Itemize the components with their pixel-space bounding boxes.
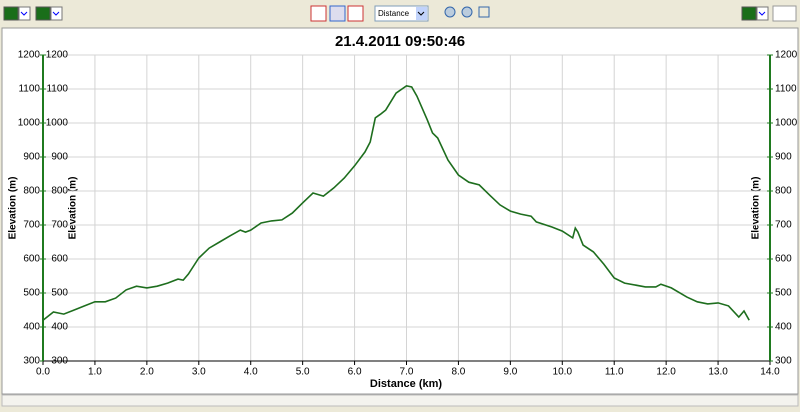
y-tick-label: 500 <box>23 288 40 299</box>
y-tick-label: 900 <box>51 152 68 163</box>
x-tick-label: 4.0 <box>244 367 258 378</box>
y-tick-label: 600 <box>775 254 792 265</box>
y-tick-label: 1100 <box>775 84 797 95</box>
y-tick-label: 1200 <box>775 50 798 61</box>
x-tick-label: 10.0 <box>553 367 573 378</box>
x-tick-label: 6.0 <box>348 367 362 378</box>
y-tick-label: 700 <box>23 220 40 231</box>
axis-dropdown[interactable]: Distance <box>374 5 429 22</box>
chart-title: 21.4.2011 09:50:46 <box>335 33 465 50</box>
x-tick-label: 14.0 <box>760 367 780 378</box>
y-tick-label: 500 <box>775 288 792 299</box>
y-tick-label: 900 <box>23 152 40 163</box>
scale-button[interactable] <box>329 5 346 22</box>
x-tick-label: 8.0 <box>451 367 465 378</box>
x-tick-label: 2.0 <box>140 367 154 378</box>
y-tick-label: 400 <box>23 322 40 333</box>
y-tick-label: 1100 <box>18 84 40 95</box>
y-tick-label: 900 <box>775 152 792 163</box>
x-tick-label: 11.0 <box>605 367 624 378</box>
x-tick-label: 5.0 <box>296 367 310 378</box>
y-tick-label: 1100 <box>46 84 68 95</box>
y-tick-label: 500 <box>51 288 68 299</box>
color-button[interactable] <box>741 6 769 21</box>
y-axis-title: Elevation (m) <box>8 177 19 240</box>
color-button[interactable] <box>772 5 797 22</box>
y-tick-label: 800 <box>23 186 40 197</box>
color-button[interactable] <box>35 6 63 21</box>
y-tick-label: 600 <box>51 254 68 265</box>
x-tick-label: 12.0 <box>656 367 676 378</box>
y-tick-label: 1000 <box>775 118 798 129</box>
y-axis-title: Elevation (m) <box>751 177 762 240</box>
y-tick-label: 800 <box>775 186 792 197</box>
y-tick-label: 1000 <box>18 118 41 129</box>
grid-button[interactable] <box>310 5 327 22</box>
chart-panel <box>1 27 799 395</box>
y-tick-label: 300 <box>23 356 40 367</box>
elevation-line <box>42 85 750 321</box>
x-tick-label: 3.0 <box>192 367 206 378</box>
x-axis-title: Distance (km) <box>370 378 442 390</box>
y-tick-label: 1200 <box>18 50 41 61</box>
y-tick-label: 1200 <box>46 50 69 61</box>
y-tick-label: 700 <box>775 220 792 231</box>
y-tick-label: 800 <box>51 186 68 197</box>
y-axis-title: Elevation (m) <box>68 177 79 240</box>
color-button[interactable] <box>3 6 31 21</box>
dropdown-text: Distance <box>378 9 410 18</box>
y-tick-label: 600 <box>23 254 40 265</box>
zoom-fit-button[interactable] <box>478 6 490 18</box>
y-tick-label: 400 <box>775 322 792 333</box>
y-tick-label: 700 <box>51 220 68 231</box>
y-tick-label: 1000 <box>46 118 69 129</box>
zoom-out-button[interactable] <box>461 6 473 18</box>
smooth-button[interactable] <box>347 5 364 22</box>
x-tick-label: 0.0 <box>36 367 50 378</box>
x-tick-label: 1.0 <box>88 367 102 378</box>
y-tick-label: 400 <box>51 322 68 333</box>
scrollbar[interactable] <box>1 394 799 407</box>
x-tick-label: 13.0 <box>708 367 728 378</box>
x-tick-label: 9.0 <box>503 367 517 378</box>
y-tick-label: 300 <box>775 356 792 367</box>
zoom-in-button[interactable] <box>444 6 456 18</box>
x-tick-label: 7.0 <box>400 367 414 378</box>
